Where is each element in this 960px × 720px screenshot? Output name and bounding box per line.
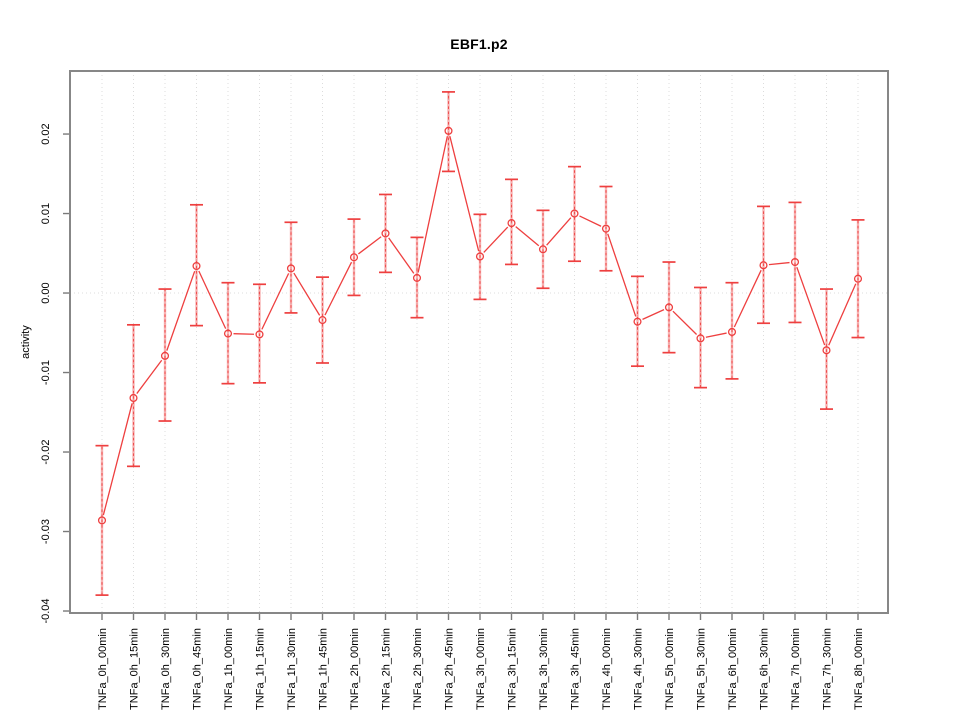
y-tick-label: -0.03 bbox=[40, 519, 52, 544]
y-tick-label: -0.04 bbox=[40, 598, 52, 623]
data-point bbox=[349, 253, 359, 262]
data-point bbox=[538, 245, 548, 254]
data-point bbox=[664, 303, 674, 312]
series-segment bbox=[261, 273, 290, 330]
series-segment bbox=[388, 237, 415, 274]
x-tick-label: TNFa_2h_45min bbox=[444, 628, 456, 710]
series-segment bbox=[293, 272, 321, 316]
data-point bbox=[255, 330, 264, 339]
x-tick-label: TNFa_2h_00min bbox=[349, 628, 361, 710]
series-segment bbox=[198, 270, 227, 329]
series-segment bbox=[102, 403, 133, 516]
x-tick-label: TNFa_1h_30min bbox=[286, 628, 298, 710]
y-tick-label: 0.00 bbox=[40, 282, 52, 303]
series-segment bbox=[733, 269, 762, 328]
x-tick-label: TNFa_2h_15min bbox=[381, 628, 393, 710]
data-point bbox=[759, 261, 768, 270]
x-tick-label: TNFa_1h_00min bbox=[223, 628, 235, 710]
x-tick-label: TNFa_4h_00min bbox=[601, 628, 613, 710]
data-point bbox=[381, 229, 390, 238]
x-tick-label: TNFa_0h_15min bbox=[129, 628, 141, 710]
y-tick-label: 0.01 bbox=[40, 203, 52, 224]
data-point bbox=[853, 274, 863, 283]
series-segment bbox=[705, 332, 727, 338]
data-point bbox=[444, 126, 453, 135]
plot-border bbox=[69, 70, 889, 614]
data-point bbox=[223, 329, 233, 338]
data-point bbox=[507, 219, 516, 228]
data-point bbox=[97, 516, 107, 525]
series-segment bbox=[796, 266, 826, 346]
data-point bbox=[192, 261, 201, 271]
series-segment bbox=[233, 333, 255, 335]
series-segment bbox=[357, 236, 382, 255]
series-segment bbox=[579, 215, 602, 227]
series-segment bbox=[483, 226, 509, 253]
data-point bbox=[318, 316, 327, 325]
x-tick-label: TNFa_2h_30min bbox=[412, 628, 424, 710]
x-tick-label: TNFa_4h_30min bbox=[633, 628, 645, 710]
series-segment bbox=[515, 226, 540, 247]
data-point bbox=[822, 346, 831, 355]
x-tick-label: TNFa_3h_45min bbox=[570, 628, 582, 710]
data-point bbox=[129, 393, 138, 403]
data-point bbox=[727, 327, 737, 337]
data-point bbox=[570, 209, 579, 218]
data-point bbox=[475, 252, 485, 261]
x-tick-label: TNFa_7h_00min bbox=[790, 628, 802, 710]
data-point bbox=[633, 317, 642, 326]
series-segment bbox=[546, 217, 572, 246]
series-segment bbox=[324, 261, 353, 316]
series-segment bbox=[136, 359, 163, 394]
x-tick-label: TNFa_0h_45min bbox=[192, 628, 204, 710]
x-tick-label: TNFa_6h_30min bbox=[759, 628, 771, 710]
series-segment bbox=[768, 261, 790, 266]
x-tick-label: TNFa_0h_00min bbox=[97, 628, 109, 710]
x-tick-label: TNFa_5h_00min bbox=[664, 628, 676, 710]
y-tick-label: -0.01 bbox=[40, 360, 52, 385]
x-tick-label: TNFa_0h_30min bbox=[160, 628, 172, 710]
x-tick-label: TNFa_3h_30min bbox=[538, 628, 550, 710]
x-tick-label: TNFa_3h_00min bbox=[475, 628, 487, 710]
x-tick-label: TNFa_7h_30min bbox=[822, 628, 834, 710]
x-tick-label: TNFa_3h_15min bbox=[507, 628, 519, 710]
x-tick-label: TNFa_5h_30min bbox=[696, 628, 708, 710]
series-segment bbox=[607, 233, 637, 317]
data-point bbox=[601, 224, 611, 233]
y-tick-label: 0.02 bbox=[40, 123, 52, 144]
data-point bbox=[412, 273, 422, 282]
series-segment bbox=[828, 283, 857, 346]
y-tick-label: -0.02 bbox=[40, 439, 52, 464]
data-point bbox=[696, 334, 705, 343]
data-point bbox=[160, 351, 170, 360]
series-segment bbox=[417, 136, 448, 273]
series-segment bbox=[166, 270, 196, 351]
x-tick-label: TNFa_6h_00min bbox=[727, 628, 739, 710]
x-tick-label: TNFa_1h_45min bbox=[318, 628, 330, 710]
series-segment bbox=[672, 310, 698, 335]
series-segment bbox=[449, 136, 480, 252]
chart-title: EBF1.p2 bbox=[450, 36, 508, 52]
x-tick-label: TNFa_1h_15min bbox=[255, 628, 267, 710]
data-point bbox=[790, 257, 800, 267]
x-tick-label: TNFa_8h_00min bbox=[853, 628, 865, 710]
series-segment bbox=[642, 309, 665, 320]
data-point bbox=[286, 264, 296, 273]
